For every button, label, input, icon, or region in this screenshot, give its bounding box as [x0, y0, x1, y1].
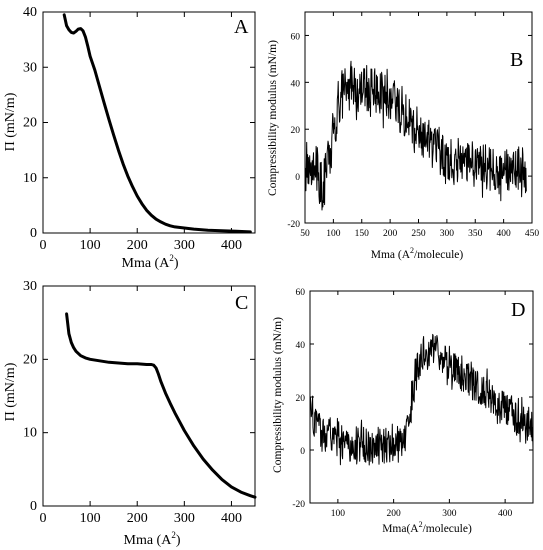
- chart-c-panel-letter: C: [235, 292, 248, 314]
- chart-b-y-tick-label: 40: [291, 79, 301, 89]
- chart-b-x-ticks: 50 100 150 200 250 300 350 400 450: [300, 12, 539, 239]
- chart-a-x-tick-label: 400: [221, 238, 242, 253]
- chart-c-x-axis-label-end: ): [176, 533, 181, 548]
- chart-a-y-tick-label: 20: [23, 116, 37, 131]
- chart-d-x-tick-label: 400: [498, 509, 513, 519]
- chart-c-y-tick-label: 10: [23, 426, 37, 441]
- chart-c-x-tick-label: 400: [221, 511, 242, 526]
- chart-c-series-line: [65, 312, 257, 499]
- chart-a-x-tick-label: 0: [40, 238, 47, 253]
- chart-d-x-ticks: 100 200 300 400: [331, 291, 513, 519]
- chart-c-x-tick-label: 300: [174, 511, 195, 526]
- chart-c-y-ticks: 0 10 20 30: [23, 279, 255, 514]
- chart-c-x-axis-label: Mma (A2): [124, 530, 181, 548]
- chart-d: -20 0 20 40 60 100 200 300 400 D Compressibilit…: [272, 288, 534, 535]
- chart-c-y-axis-label: Π (mN/m): [3, 362, 18, 421]
- chart-c-y-tick-label: 20: [23, 352, 37, 367]
- chart-d-x-tick-label: 300: [442, 509, 457, 519]
- chart-b-x-tick-label: 350: [468, 229, 483, 239]
- chart-a-y-tick-label: 40: [23, 5, 37, 20]
- chart-d-x-axis-label-end: /molecule): [423, 523, 472, 535]
- chart-b-y-tick-label: -20: [287, 220, 300, 230]
- chart-a-x-ticks: 0 100 200 300 400: [40, 12, 242, 253]
- chart-b-x-axis-label-end: /molecule): [414, 249, 463, 261]
- chart-b-plot-area: [304, 60, 527, 211]
- chart-d-x-tick-label: 200: [387, 509, 402, 519]
- chart-b-x-tick-label: 100: [326, 229, 341, 239]
- chart-c-plot-frame: [42, 285, 256, 507]
- chart-c-x-tick-label: 200: [127, 511, 148, 526]
- chart-d-x-axis-label-main: Mma(A: [382, 523, 419, 535]
- chart-b-x-tick-label: 150: [355, 229, 370, 239]
- chart-d-y-tick-label: -20: [292, 500, 305, 510]
- chart-a: 0 10 20 30 40 0 100 200 300 400 A Π (mN/m) Mma (…: [3, 5, 256, 271]
- chart-c-y-tick-label: 30: [23, 279, 37, 294]
- chart-a-plot-frame: [42, 11, 256, 234]
- chart-c-x-axis-label-sup: 2: [171, 530, 176, 540]
- chart-b-y-tick-label: 0: [295, 173, 300, 183]
- chart-d-x-axis-label-sup: 2: [419, 520, 423, 529]
- chart-d-y-tick-label: 40: [296, 341, 306, 351]
- chart-b-x-tick-label: 450: [525, 229, 540, 239]
- chart-a-x-axis-label-sup: 2: [169, 253, 174, 263]
- chart-b-y-axis-label: Compressibility modulus (mN/m): [267, 40, 279, 196]
- chart-c-y-tick-label: 0: [30, 499, 37, 514]
- chart-b-x-tick-label: 200: [383, 229, 398, 239]
- chart-a-y-tick-label: 10: [23, 171, 37, 186]
- chart-a-x-tick-label: 100: [80, 238, 101, 253]
- chart-d-x-axis-label: Mma(A2/molecule): [382, 520, 472, 535]
- chart-a-series-line: [62, 13, 252, 234]
- chart-a-x-axis-label-end: ): [174, 256, 179, 271]
- chart-a-x-tick-label: 200: [127, 238, 148, 253]
- chart-a-panel-letter: A: [234, 16, 249, 38]
- chart-d-plot-area: [309, 333, 534, 466]
- chart-a-y-tick-label: 0: [30, 226, 37, 241]
- chart-c-x-tick-label: 100: [80, 511, 101, 526]
- chart-d-y-tick-label: 0: [300, 447, 305, 457]
- chart-d-y-axis-label: Compressibility modulus (mN/m): [272, 317, 284, 473]
- chart-b-panel-letter: B: [510, 49, 523, 71]
- chart-b-y-tick-label: 20: [291, 126, 301, 136]
- chart-b-x-axis-label-sup: 2: [410, 246, 414, 255]
- chart-b-x-tick-label: 300: [440, 229, 455, 239]
- chart-c-x-tick-label: 0: [40, 511, 47, 526]
- chart-b-x-axis-label-main: Mma (A: [371, 249, 411, 261]
- chart-b-x-tick-label: 250: [411, 229, 426, 239]
- chart-d-x-tick-label: 100: [331, 509, 346, 519]
- chart-b-y-tick-label: 60: [291, 32, 301, 42]
- chart-d-y-tick-label: 20: [296, 394, 306, 404]
- chart-a-y-axis-label: Π (mN/m): [3, 92, 18, 151]
- chart-c-plot-area: [65, 312, 257, 499]
- chart-b-x-tick-label: 400: [497, 229, 512, 239]
- chart-a-axes: [42, 11, 256, 234]
- chart-d-panel-letter: D: [511, 299, 525, 321]
- chart-b-series-line: [304, 60, 527, 211]
- chart-a-y-tick-label: 30: [23, 60, 37, 75]
- chart-a-x-axis-label: Mma (A2): [122, 253, 179, 271]
- chart-a-x-tick-label: 300: [174, 238, 195, 253]
- chart-d-y-tick-label: 60: [296, 288, 306, 298]
- chart-b-x-axis-label: Mma (A2/molecule): [371, 246, 464, 261]
- chart-d-series-line: [309, 333, 534, 466]
- chart-a-y-ticks: 0 10 20 30 40: [23, 5, 255, 241]
- chart-a-plot-area: [62, 13, 252, 234]
- chart-c: 0 10 20 30 0 100 200 300 400 C Π (mN/m) Mma (A2…: [3, 279, 257, 548]
- chart-d-y-ticks: -20 0 20 40 60: [292, 288, 533, 510]
- chart-b-x-tick-label: 50: [300, 229, 310, 239]
- chart-a-x-axis-label-main: Mma (A: [122, 256, 171, 271]
- chart-c-x-axis-label-main: Mma (A: [124, 533, 173, 548]
- chart-c-x-ticks: 0 100 200 300 400: [40, 286, 242, 526]
